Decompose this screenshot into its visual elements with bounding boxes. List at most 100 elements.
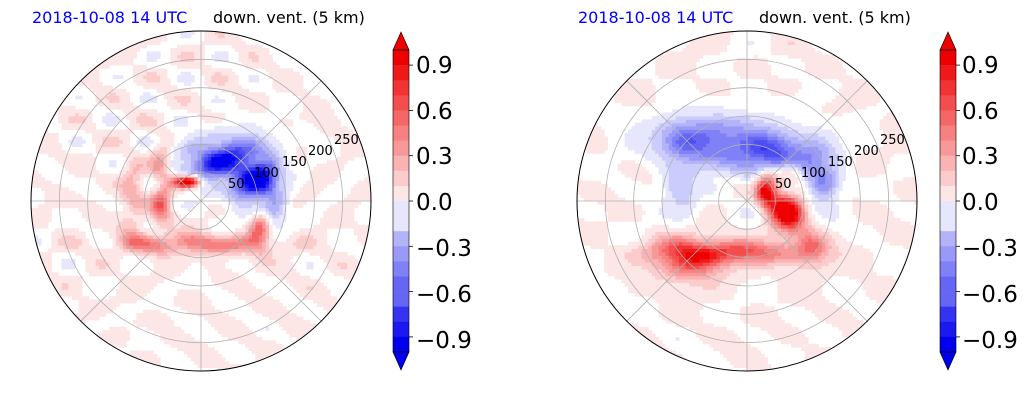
field-cell [269, 61, 273, 66]
field-cell [99, 255, 103, 260]
field-cell [218, 167, 222, 171]
field-cell [163, 224, 168, 229]
field-cell [173, 228, 178, 232]
field-cell [156, 245, 161, 249]
field-cell [231, 201, 236, 205]
field-cell [299, 204, 304, 209]
field-cell [194, 156, 198, 161]
field-cell [156, 330, 161, 334]
field-cell [99, 224, 103, 229]
field-cell [190, 146, 195, 151]
field-cell [221, 238, 226, 243]
field-cell [309, 102, 314, 107]
field-cell [71, 167, 76, 171]
field-cell [197, 109, 202, 113]
field-cell [75, 231, 79, 236]
field-cell [109, 139, 113, 144]
field-cell [228, 201, 232, 205]
field-cell [231, 41, 236, 45]
field-cell [360, 136, 365, 141]
field-cell [95, 255, 100, 260]
field-cell [286, 180, 290, 185]
field-cell [190, 337, 195, 341]
field-cell [133, 44, 137, 49]
field-cell [343, 150, 348, 154]
field-cell [194, 167, 198, 171]
field-cell [54, 153, 59, 158]
field-cell [68, 282, 73, 287]
field-cell [207, 258, 212, 263]
field-cell [78, 119, 83, 124]
field-cell [207, 156, 212, 161]
field-cell [326, 218, 331, 222]
field-cell [92, 252, 96, 256]
field-cell [211, 156, 215, 161]
field-cell [44, 201, 49, 205]
field-cell [68, 275, 73, 280]
field-cell [326, 214, 331, 219]
field-cell [303, 228, 307, 232]
field-cell [343, 214, 348, 219]
field-cell [218, 54, 222, 59]
field-cell [275, 272, 280, 277]
field-cell [323, 289, 328, 294]
field-cell [207, 347, 212, 351]
field-cell [31, 211, 35, 215]
field-cell [129, 122, 134, 127]
field-cell [197, 170, 202, 175]
field-cell [235, 292, 239, 297]
field-cell [48, 258, 52, 263]
field-cell [82, 231, 86, 236]
field-cell [146, 279, 151, 283]
field-cell [241, 170, 246, 175]
field-cell [275, 88, 280, 93]
field-cell [109, 211, 113, 215]
field-cell [136, 163, 141, 168]
field-cell [68, 258, 73, 263]
field-cell [41, 184, 45, 188]
field-cell [78, 153, 83, 158]
field-cell [78, 245, 83, 249]
field-cell [275, 221, 280, 226]
field-cell [204, 306, 209, 311]
field-cell [65, 262, 69, 266]
field-cell [364, 194, 368, 198]
field-cell [303, 320, 307, 324]
field-cell [82, 173, 86, 178]
field-cell [207, 133, 212, 137]
field-cell [163, 177, 168, 181]
field-cell [187, 136, 192, 141]
field-cell [207, 269, 212, 273]
field-cell [170, 231, 175, 236]
field-cell [150, 235, 154, 239]
field-cell [306, 102, 311, 107]
field-cell [109, 296, 113, 300]
field-cell [116, 187, 120, 192]
field-cell [218, 204, 222, 209]
field-cell [184, 306, 188, 311]
field-cell [272, 150, 277, 154]
field-cell [126, 241, 130, 246]
field-cell [262, 224, 266, 229]
field-cell [255, 146, 260, 151]
field-cell [75, 163, 79, 168]
field-cell [177, 224, 181, 229]
field-cell [160, 112, 164, 117]
field-cell [286, 313, 290, 317]
field-cell [187, 44, 192, 49]
field-cell [160, 275, 164, 280]
field-cell [160, 133, 164, 137]
field-cell [221, 54, 226, 59]
field-cell [258, 269, 263, 273]
field-cell [150, 156, 154, 161]
field-cell [323, 218, 328, 222]
field-cell [105, 99, 110, 103]
field-cell [326, 248, 331, 253]
field-cell [197, 112, 202, 117]
field-cell [275, 143, 280, 147]
field-cell [221, 58, 226, 62]
field-cell [238, 153, 243, 158]
field-cell [116, 58, 120, 62]
field-cell [262, 153, 266, 158]
field-cell [323, 258, 328, 263]
